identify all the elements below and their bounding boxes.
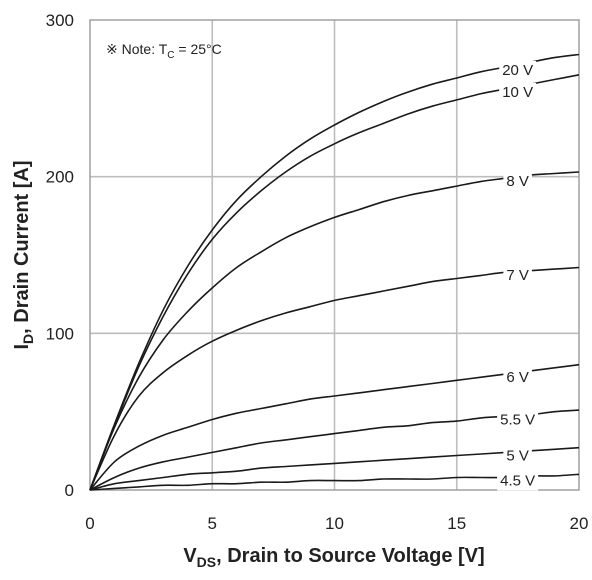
series-label-5v: 5 V [506, 447, 529, 464]
note-text: ※ Note: TC = 25°C [106, 41, 222, 61]
y-tick-label: 0 [65, 481, 74, 500]
x-tick-label: 20 [570, 514, 589, 533]
x-axis-title: VDS, Drain to Source Voltage [V] [183, 545, 484, 570]
x-tick-label: 5 [208, 514, 217, 533]
series-label-8v: 8 V [506, 173, 529, 190]
series-line-10v [89, 74, 580, 491]
series-line-6v [89, 363, 580, 491]
series-line-8v [89, 171, 580, 491]
plot-frame [89, 19, 580, 491]
series-label-5p5v: 5.5 V [500, 411, 535, 428]
series-line-7v [89, 266, 580, 491]
y-tick-label: 300 [46, 11, 74, 30]
series-line-5v [89, 446, 580, 491]
series-label-bg [503, 266, 532, 286]
series-label-bg [503, 172, 532, 192]
series-label-7v: 7 V [506, 267, 529, 284]
y-tick-label: 200 [46, 168, 74, 187]
x-tick-label: 10 [325, 514, 344, 533]
series-label-bg [503, 446, 532, 466]
series-label-bg [499, 82, 537, 102]
series-label-bg [503, 368, 532, 388]
x-tick-label: 15 [447, 514, 466, 533]
series-line-20v [89, 53, 580, 491]
x-tick-label: 0 [85, 514, 94, 533]
series-lines [89, 53, 580, 491]
grid-lines [90, 20, 579, 490]
y-axis-title: ID, Drain Current [A] [11, 160, 36, 349]
series-label-20v: 20 V [502, 62, 533, 79]
y-tick-label: 100 [46, 324, 74, 343]
series-label-4p5v: 4.5 V [500, 472, 535, 489]
series-label-6v: 6 V [506, 369, 529, 386]
series-label-10v: 10 V [502, 84, 533, 101]
series-label-bg [497, 410, 539, 430]
series-labels: 20 V 10 V 8 V 7 V 6 V 5.5 V 5 V 4.5 V [497, 61, 539, 491]
series-label-bg [497, 471, 539, 491]
series-label-bg [499, 61, 537, 80]
